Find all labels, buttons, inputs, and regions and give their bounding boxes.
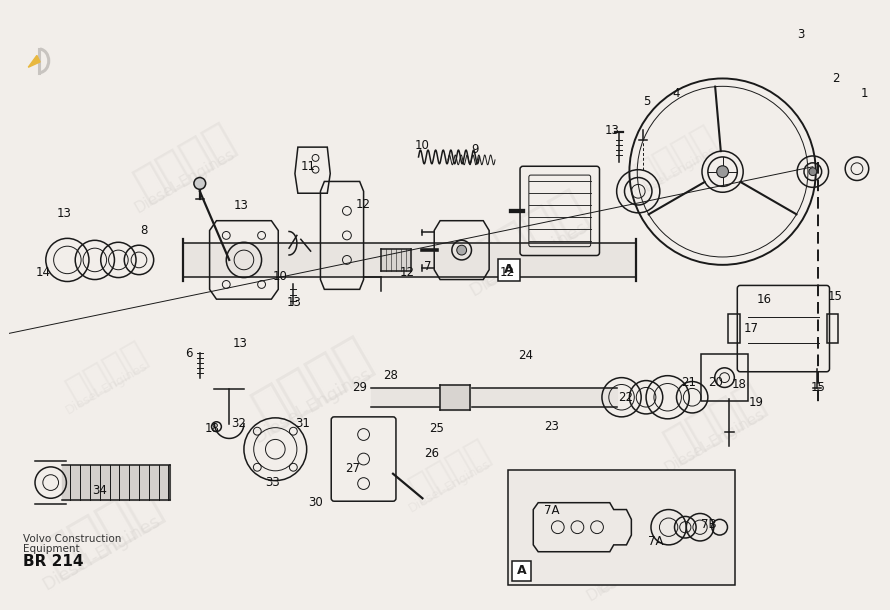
Text: 紫发动力: 紫发动力 <box>579 504 693 595</box>
Text: 12: 12 <box>499 266 514 279</box>
Text: Equipment: Equipment <box>23 544 80 554</box>
Text: Diesel-Engines: Diesel-Engines <box>584 534 689 604</box>
Text: 24: 24 <box>518 348 533 362</box>
Text: 22: 22 <box>618 391 633 404</box>
Text: 紫发动力: 紫发动力 <box>461 181 596 290</box>
Text: 5: 5 <box>643 95 651 107</box>
Text: 紫发动力: 紫发动力 <box>245 328 380 437</box>
Text: 18: 18 <box>205 422 220 435</box>
Circle shape <box>194 178 206 189</box>
Text: 21: 21 <box>681 376 696 389</box>
Text: 13: 13 <box>287 296 302 309</box>
Text: 8: 8 <box>141 224 148 237</box>
Text: Diesel-Engines: Diesel-Engines <box>133 146 238 216</box>
Text: 20: 20 <box>708 376 724 389</box>
Text: 29: 29 <box>352 381 368 394</box>
Text: 紫发动力: 紫发动力 <box>629 121 722 193</box>
Text: 3: 3 <box>797 28 805 41</box>
Text: 27: 27 <box>345 462 360 475</box>
Text: Diesel-Engines: Diesel-Engines <box>466 218 591 300</box>
Text: 34: 34 <box>93 484 107 497</box>
Text: 31: 31 <box>295 417 311 430</box>
Text: 紫发动力: 紫发动力 <box>128 117 242 207</box>
Text: 9: 9 <box>472 143 479 156</box>
Text: 25: 25 <box>429 422 443 435</box>
Text: 7A: 7A <box>648 535 664 548</box>
Text: Diesel-Engines: Diesel-Engines <box>407 458 493 515</box>
Text: 16: 16 <box>756 293 772 306</box>
Text: 紫发动力: 紫发动力 <box>404 434 496 507</box>
Text: 紫发动力: 紫发动力 <box>34 476 169 584</box>
Polygon shape <box>28 56 40 67</box>
Text: 13: 13 <box>57 207 72 220</box>
Text: 7A: 7A <box>544 503 560 517</box>
Circle shape <box>716 166 729 178</box>
Text: A: A <box>517 564 526 577</box>
Text: 10: 10 <box>272 270 287 283</box>
Text: 1: 1 <box>861 87 869 99</box>
Text: Diesel-Engines: Diesel-Engines <box>39 512 164 594</box>
Text: 7: 7 <box>424 260 431 273</box>
Text: 11: 11 <box>301 160 316 173</box>
Text: 30: 30 <box>308 496 323 509</box>
Text: Volvo Construction: Volvo Construction <box>23 534 122 544</box>
Text: Diesel-Engines: Diesel-Engines <box>662 407 767 476</box>
Text: Diesel-Engines: Diesel-Engines <box>632 144 719 201</box>
Text: 13: 13 <box>604 124 619 137</box>
Text: Diesel-Engines: Diesel-Engines <box>63 360 150 417</box>
Text: 17: 17 <box>743 322 758 335</box>
Text: 13: 13 <box>232 337 247 350</box>
Text: 2: 2 <box>831 72 839 85</box>
Text: 13: 13 <box>233 199 248 212</box>
Text: A: A <box>504 264 514 276</box>
Text: 4: 4 <box>673 87 680 99</box>
Text: BR 214: BR 214 <box>23 554 84 569</box>
Text: 28: 28 <box>383 369 398 382</box>
Text: 6: 6 <box>185 346 193 360</box>
Text: 23: 23 <box>545 420 559 433</box>
Circle shape <box>457 245 466 255</box>
Circle shape <box>809 168 817 176</box>
Text: 12: 12 <box>356 198 371 210</box>
Text: 18: 18 <box>732 378 747 391</box>
Text: Diesel-Engines: Diesel-Engines <box>250 365 375 447</box>
Text: 19: 19 <box>748 396 764 409</box>
Text: 32: 32 <box>231 417 247 430</box>
Text: 紫发动力: 紫发动力 <box>61 336 152 409</box>
Text: 33: 33 <box>265 476 279 489</box>
Text: 10: 10 <box>415 138 430 152</box>
FancyBboxPatch shape <box>508 470 735 584</box>
Text: 26: 26 <box>424 447 439 460</box>
Text: 12: 12 <box>400 266 414 279</box>
Text: 14: 14 <box>36 266 51 279</box>
Text: 紫发动力: 紫发动力 <box>658 376 772 467</box>
FancyBboxPatch shape <box>498 259 520 281</box>
FancyBboxPatch shape <box>512 561 531 581</box>
Text: 7B: 7B <box>701 518 716 531</box>
Text: 15: 15 <box>828 290 843 303</box>
Text: 15: 15 <box>810 381 825 394</box>
